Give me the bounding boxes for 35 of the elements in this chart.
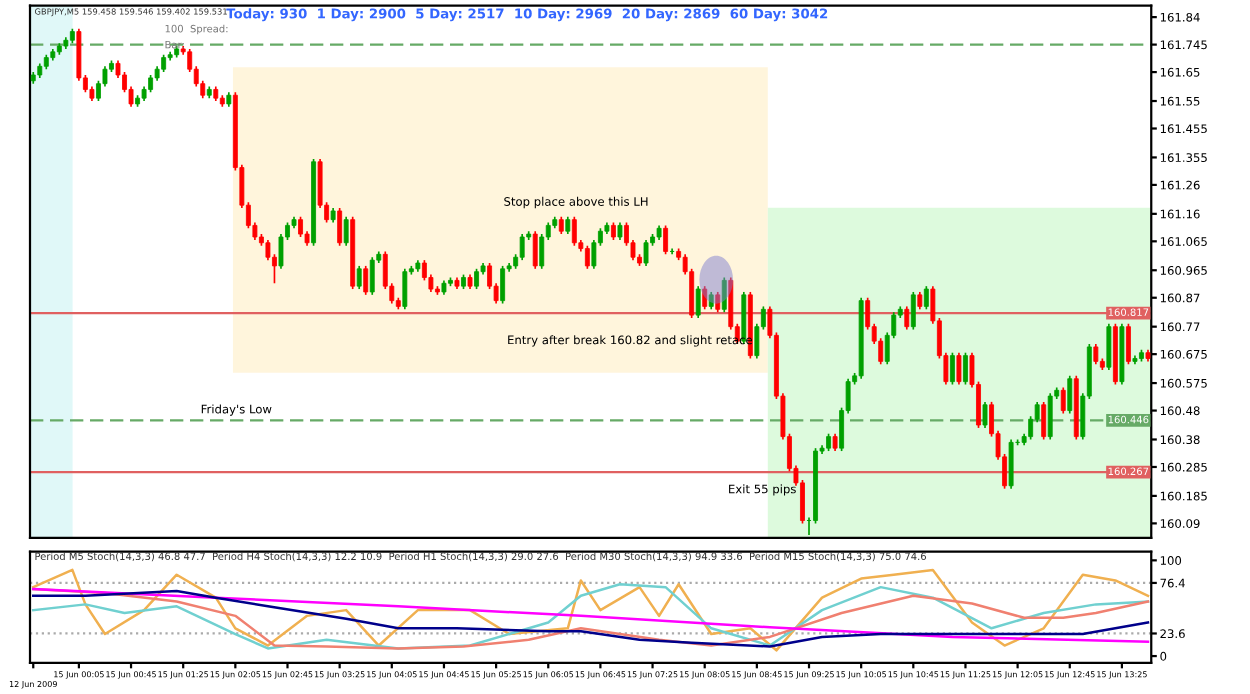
- candlestick: [1041, 401, 1047, 441]
- candlestick: [363, 265, 369, 296]
- candlestick: [1060, 386, 1066, 415]
- candlestick: [904, 305, 910, 331]
- candlestick: [1093, 343, 1099, 366]
- candlestick: [369, 256, 375, 296]
- candlestick: [1047, 392, 1053, 441]
- candlestick: [402, 267, 408, 311]
- candlestick: [702, 285, 708, 311]
- candlestick: [343, 215, 349, 247]
- candlestick: [715, 291, 721, 314]
- candlestick: [910, 291, 916, 331]
- candlestick: [1008, 438, 1014, 490]
- candlestick: [519, 233, 525, 261]
- candlestick: [982, 401, 988, 429]
- candlestick: [1067, 375, 1073, 415]
- candlestick: [663, 224, 669, 256]
- candlestick: [1106, 322, 1112, 371]
- candlestick: [571, 215, 577, 247]
- candlestick: [298, 215, 303, 238]
- candlestick: [584, 244, 590, 270]
- line-series: [32, 568, 1150, 652]
- candlestick: [356, 265, 362, 290]
- candlestick: [923, 285, 929, 311]
- candlestick: [963, 351, 968, 386]
- candlestick: [695, 285, 701, 319]
- candlestick: [1125, 322, 1131, 366]
- candlestick: [532, 230, 538, 270]
- candlestick: [474, 267, 479, 290]
- candlestick: [956, 351, 962, 386]
- candlestick: [949, 351, 955, 386]
- candlestick: [721, 276, 727, 314]
- candlestick: [643, 239, 649, 267]
- candlestick: [337, 207, 343, 247]
- candlestick: [500, 265, 506, 305]
